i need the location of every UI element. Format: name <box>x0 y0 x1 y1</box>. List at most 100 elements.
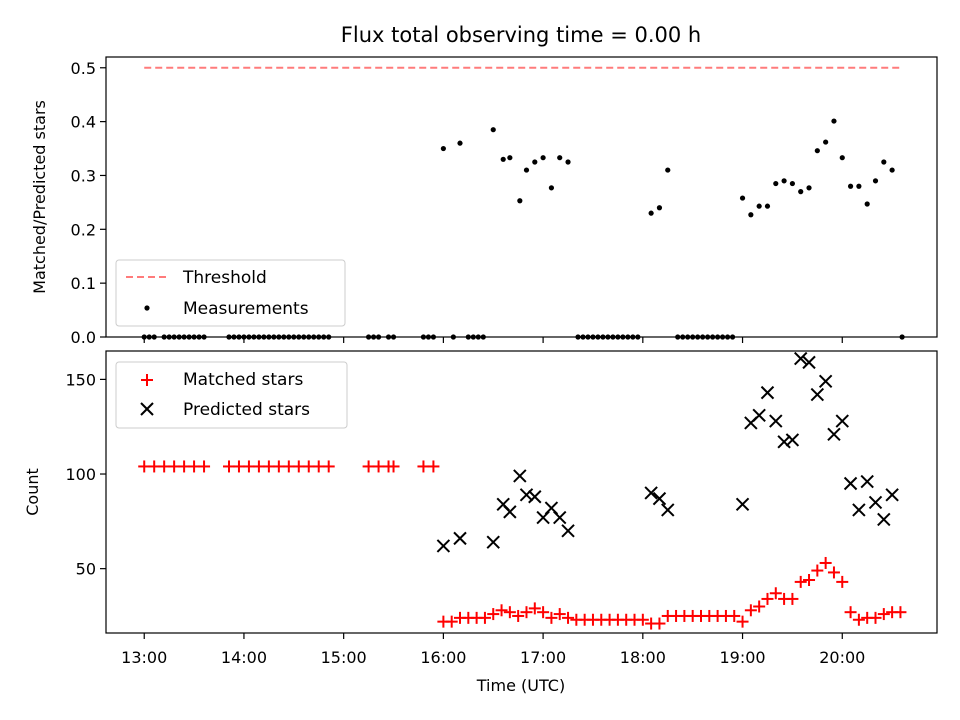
measurement-point <box>440 145 446 152</box>
measurement-point <box>540 155 546 161</box>
matched-stars-point <box>744 604 757 617</box>
measurement-point <box>500 156 506 162</box>
predicted-stars-point <box>852 503 866 517</box>
measurement-point <box>764 203 771 209</box>
measurement-point <box>823 139 829 145</box>
measurement-point <box>557 155 563 161</box>
y-tick-label: 0.4 <box>71 113 96 132</box>
predicted-stars-point <box>760 385 775 400</box>
x-axis-label: Time (UTC) <box>476 676 565 695</box>
measurement-point <box>756 203 762 209</box>
measurement-point <box>739 195 746 201</box>
matched-stars-point <box>562 611 575 624</box>
measurement-point <box>517 198 523 204</box>
x-tick-label: 18:00 <box>620 648 666 667</box>
predicted-stars-point <box>860 474 874 489</box>
matched-stars-point <box>636 613 649 626</box>
predicted-stars-point <box>735 497 750 512</box>
matched-stars-point <box>653 617 666 630</box>
matched-stars-point <box>198 460 211 473</box>
measurement-point <box>881 159 887 165</box>
predicted-stars-point <box>885 488 899 502</box>
matched-stars-point <box>553 608 566 621</box>
measurement-point <box>781 178 787 184</box>
measurement-point <box>847 183 854 189</box>
x-tick-label: 16:00 <box>420 648 466 667</box>
x-tick-label: 19:00 <box>719 648 765 667</box>
y-tick-label: 0.5 <box>71 59 96 78</box>
measurements-legend-swatch <box>144 305 150 311</box>
matched-stars-point <box>836 575 849 588</box>
top-panel: Flux total observing time = 0.00 h Match… <box>30 23 938 347</box>
predicted-stars-point <box>843 476 858 491</box>
predicted-stars-point <box>528 490 542 504</box>
measurement-point <box>457 140 463 146</box>
predicted-stars-point <box>436 539 451 553</box>
matched-stars-point <box>322 460 335 473</box>
predicted-stars-point <box>769 414 783 428</box>
x-tick-label: 17:00 <box>520 648 566 667</box>
predicted-stars-point <box>752 408 766 423</box>
matched-stars-point <box>811 564 824 577</box>
matched-stars-point <box>728 609 741 622</box>
bottom-axis-ticks: 13:00 14:00 15:00 16:00 17:00 18:00 19:00 20:00… <box>65 370 865 667</box>
bottom-panel: Count Time (UTC) 13:00 14:00 15:00 16:00 17:… <box>23 350 938 695</box>
y-tick-label: 0.3 <box>71 166 96 185</box>
measurement-point <box>798 189 804 195</box>
matched-stars-point <box>877 608 890 621</box>
measurement-point <box>532 159 538 165</box>
measurement-point <box>839 155 845 161</box>
matched-stars-point <box>478 611 491 624</box>
matched-stars-point <box>869 611 882 624</box>
matched-stars-point <box>387 460 400 473</box>
y-tick-label: 100 <box>65 465 96 484</box>
measurement-point <box>648 210 654 216</box>
matched-stars-point <box>445 615 458 628</box>
measurement-point <box>806 185 812 191</box>
matched-stars-point <box>537 606 550 619</box>
matched-stars-point <box>512 609 525 622</box>
bottom-plot-marks <box>138 351 907 630</box>
matched-stars-point <box>528 602 541 615</box>
y-axis-label-top: Matched/Predicted stars <box>30 100 49 294</box>
predicted-stars-point <box>661 503 675 517</box>
predicted-stars-point <box>818 374 833 388</box>
measurement-point <box>814 148 820 154</box>
matched-stars-point <box>495 604 508 617</box>
matched-stars-point <box>545 611 558 624</box>
predicted-stars-point <box>652 491 667 506</box>
measurement-point <box>665 167 671 173</box>
predicted-stars-point <box>827 427 841 441</box>
predicted-stars-point <box>553 510 567 525</box>
matched-stars-point <box>769 587 782 600</box>
matched-stars-point <box>753 600 766 613</box>
measurement-point <box>872 178 879 184</box>
matched-stars-point <box>803 574 816 587</box>
y-tick-label: 0.0 <box>71 328 96 347</box>
y-tick-label: 150 <box>65 370 96 389</box>
predicted-stars-point <box>513 469 527 483</box>
y-tick-label: 0.1 <box>71 274 96 293</box>
matched-stars-point <box>520 606 533 619</box>
legend-box <box>115 361 348 429</box>
bottom-axes-frame <box>105 350 938 634</box>
measurement-point <box>507 155 513 161</box>
predicted-stars-point <box>519 488 534 502</box>
predicted-stars-point <box>868 495 883 510</box>
x-tick-label: 14:00 <box>221 648 267 667</box>
predicted-stars-point <box>810 387 825 402</box>
measurement-point <box>864 201 870 207</box>
measurement-point <box>789 180 796 187</box>
predicted-stars-point <box>777 435 791 449</box>
matched-stars-point <box>794 575 807 588</box>
matched-legend-label: Matched stars <box>183 370 303 390</box>
matched-stars-point <box>819 556 832 569</box>
matched-legend-swatch <box>141 374 153 386</box>
measurement-point <box>856 183 862 189</box>
top-axes-frame <box>105 56 938 338</box>
measurement-point <box>889 167 895 173</box>
matched-stars-point <box>894 606 907 619</box>
predicted-stars-point <box>794 351 808 366</box>
matched-stars-point <box>503 606 516 619</box>
